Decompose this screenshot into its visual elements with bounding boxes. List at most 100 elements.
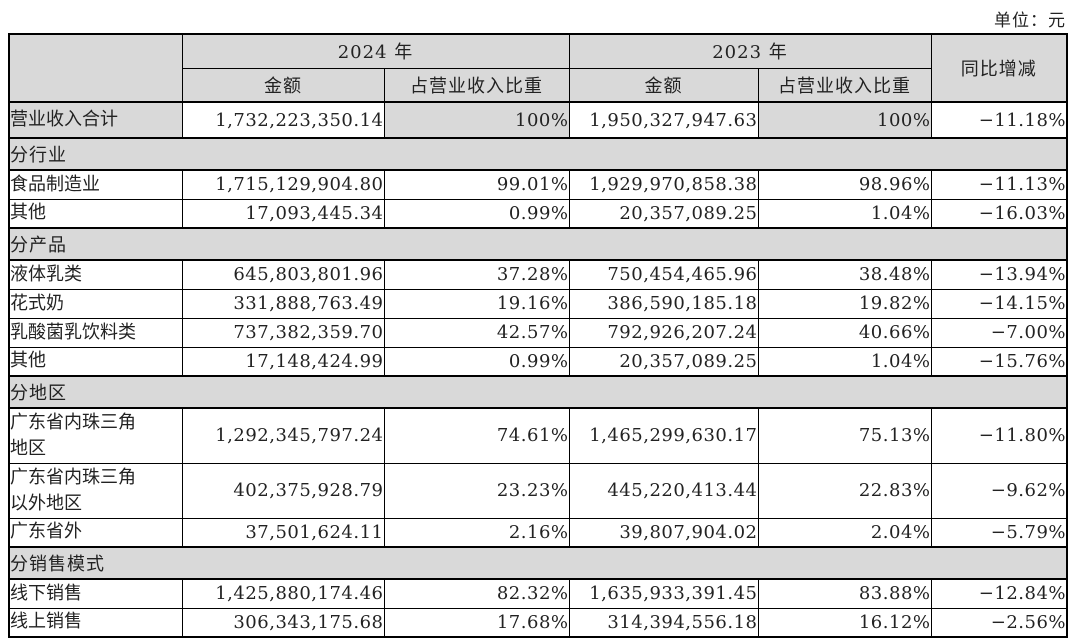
- row-label: 液体乳类: [8, 259, 183, 290]
- share-2024: 37.28%: [383, 259, 570, 290]
- revenue-table: 2024 年 2023 年 同比增减 金额 占营业收入比重 金额 占营业收入比重…: [8, 33, 1068, 638]
- table-row: 广东省外 37,501,624.11 2.16% 39,807,904.02 2.04%…: [8, 517, 1068, 548]
- header-amount-2024: 金额: [181, 67, 385, 103]
- amount-2023: 314,394,556.18: [568, 607, 759, 638]
- header-share-2023: 占营业收入比重: [757, 67, 932, 103]
- amount-2024: 1,292,345,797.24: [181, 407, 385, 464]
- row-label: 线下销售: [8, 578, 183, 609]
- amount-2024: 1,715,129,904.80: [181, 169, 385, 200]
- section-row: 分地区: [8, 375, 1068, 409]
- yoy-change: −14.15%: [930, 288, 1068, 319]
- table-row: 液体乳类 645,803,801.96 37.28% 750,454,465.96 38…: [8, 259, 1068, 290]
- section-header-label: 分行业: [8, 137, 1068, 171]
- share-2024: 0.99%: [383, 198, 570, 229]
- amount-2023: 39,807,904.02: [568, 517, 759, 548]
- row-label: 营业收入合计: [8, 101, 183, 139]
- share-2023: 19.82%: [757, 288, 932, 319]
- table-row: 线上销售 306,343,175.68 17.68% 314,394,556.18 16…: [8, 607, 1068, 638]
- amount-2023: 386,590,185.18: [568, 288, 759, 319]
- yoy-change: −7.00%: [930, 317, 1068, 348]
- table-row: 线下销售 1,425,880,174.46 82.32% 1,635,933,391.…: [8, 578, 1068, 609]
- share-2024: 42.57%: [383, 317, 570, 348]
- yoy-change: −16.03%: [930, 198, 1068, 229]
- yoy-change: −11.18%: [930, 101, 1068, 139]
- yoy-change: −5.79%: [930, 517, 1068, 548]
- row-label: 广东省外: [8, 517, 183, 548]
- share-2023: 38.48%: [757, 259, 932, 290]
- amount-2023: 750,454,465.96: [568, 259, 759, 290]
- amount-2024: 1,732,223,350.14: [181, 101, 385, 139]
- amount-2024: 331,888,763.49: [181, 288, 385, 319]
- row-label: 广东省内珠三角 地区: [8, 407, 183, 464]
- amount-2023: 1,950,327,947.63: [568, 101, 759, 139]
- row-label: 线上销售: [8, 607, 183, 638]
- amount-2023: 1,465,299,630.17: [568, 407, 759, 464]
- amount-2023: 445,220,413.44: [568, 462, 759, 519]
- yoy-change: −13.94%: [930, 259, 1068, 290]
- share-2023: 83.88%: [757, 578, 932, 609]
- share-2023: 1.04%: [757, 346, 932, 377]
- share-2024: 82.32%: [383, 578, 570, 609]
- amount-2023: 1,635,933,391.45: [568, 578, 759, 609]
- yoy-change: −11.80%: [930, 407, 1068, 464]
- share-2024: 74.61%: [383, 407, 570, 464]
- row-label: 其他: [8, 198, 183, 229]
- header-year-2024: 2024 年: [181, 33, 570, 69]
- amount-2024: 402,375,928.79: [181, 462, 385, 519]
- share-2023: 1.04%: [757, 198, 932, 229]
- amount-2023: 20,357,089.25: [568, 346, 759, 377]
- table-body: 营业收入合计 1,732,223,350.14 100% 1,950,327,947.…: [8, 101, 1068, 638]
- share-2023: 40.66%: [757, 317, 932, 348]
- share-2024: 23.23%: [383, 462, 570, 519]
- table-row: 广东省内珠三角 以外地区 402,375,928.79 23.23% 445,220,…: [8, 462, 1068, 519]
- share-2024: 100%: [383, 101, 570, 139]
- share-2023: 16.12%: [757, 607, 932, 638]
- amount-2023: 20,357,089.25: [568, 198, 759, 229]
- share-2023: 98.96%: [757, 169, 932, 200]
- amount-2023: 1,929,970,858.38: [568, 169, 759, 200]
- header-amount-2023: 金额: [568, 67, 759, 103]
- table-row: 食品制造业 1,715,129,904.80 99.01% 1,929,970,858…: [8, 169, 1068, 200]
- table-row: 乳酸菌乳饮料类 737,382,359.70 42.57% 792,926,207.2…: [8, 317, 1068, 348]
- amount-2024: 1,425,880,174.46: [181, 578, 385, 609]
- table-row: 其他 17,093,445.34 0.99% 20,357,089.25 1.04% −1…: [8, 198, 1068, 229]
- share-2024: 17.68%: [383, 607, 570, 638]
- amount-2024: 17,148,424.99: [181, 346, 385, 377]
- amount-2024: 737,382,359.70: [181, 317, 385, 348]
- table-row: 营业收入合计 1,732,223,350.14 100% 1,950,327,947.…: [8, 101, 1068, 139]
- yoy-change: −12.84%: [930, 578, 1068, 609]
- share-2023: 100%: [757, 101, 932, 139]
- share-2023: 75.13%: [757, 407, 932, 464]
- header-row-years: 2024 年 2023 年 同比增减: [8, 33, 1068, 103]
- header-year-2023: 2023 年: [568, 33, 932, 69]
- amount-2024: 37,501,624.11: [181, 517, 385, 548]
- row-label: 其他: [8, 346, 183, 377]
- yoy-change: −9.62%: [930, 462, 1068, 519]
- yoy-change: −2.56%: [930, 607, 1068, 638]
- amount-2023: 792,926,207.24: [568, 317, 759, 348]
- yoy-change: −11.13%: [930, 169, 1068, 200]
- share-2023: 2.04%: [757, 517, 932, 548]
- header-share-2024: 占营业收入比重: [383, 67, 570, 103]
- section-row: 分销售模式: [8, 546, 1068, 580]
- share-2024: 19.16%: [383, 288, 570, 319]
- header-yoy-change: 同比增减: [930, 33, 1068, 103]
- share-2024: 2.16%: [383, 517, 570, 548]
- section-header-label: 分地区: [8, 375, 1068, 409]
- row-label: 广东省内珠三角 以外地区: [8, 462, 183, 519]
- yoy-change: −15.76%: [930, 346, 1068, 377]
- row-label: 乳酸菌乳饮料类: [8, 317, 183, 348]
- header-row-metrics: 金额 占营业收入比重 金额 占营业收入比重: [9, 67, 1067, 103]
- amount-2024: 306,343,175.68: [181, 607, 385, 638]
- table-row: 花式奶 331,888,763.49 19.16% 386,590,185.18 19.…: [8, 288, 1068, 319]
- section-row: 分产品: [8, 227, 1068, 261]
- row-label: 食品制造业: [8, 169, 183, 200]
- share-2023: 22.83%: [757, 462, 932, 519]
- share-2024: 0.99%: [383, 346, 570, 377]
- amount-2024: 645,803,801.96: [181, 259, 385, 290]
- table-row: 其他 17,148,424.99 0.99% 20,357,089.25 1.04% −1…: [8, 346, 1068, 377]
- amount-2024: 17,093,445.34: [181, 198, 385, 229]
- share-2024: 99.01%: [383, 169, 570, 200]
- row-label: 花式奶: [8, 288, 183, 319]
